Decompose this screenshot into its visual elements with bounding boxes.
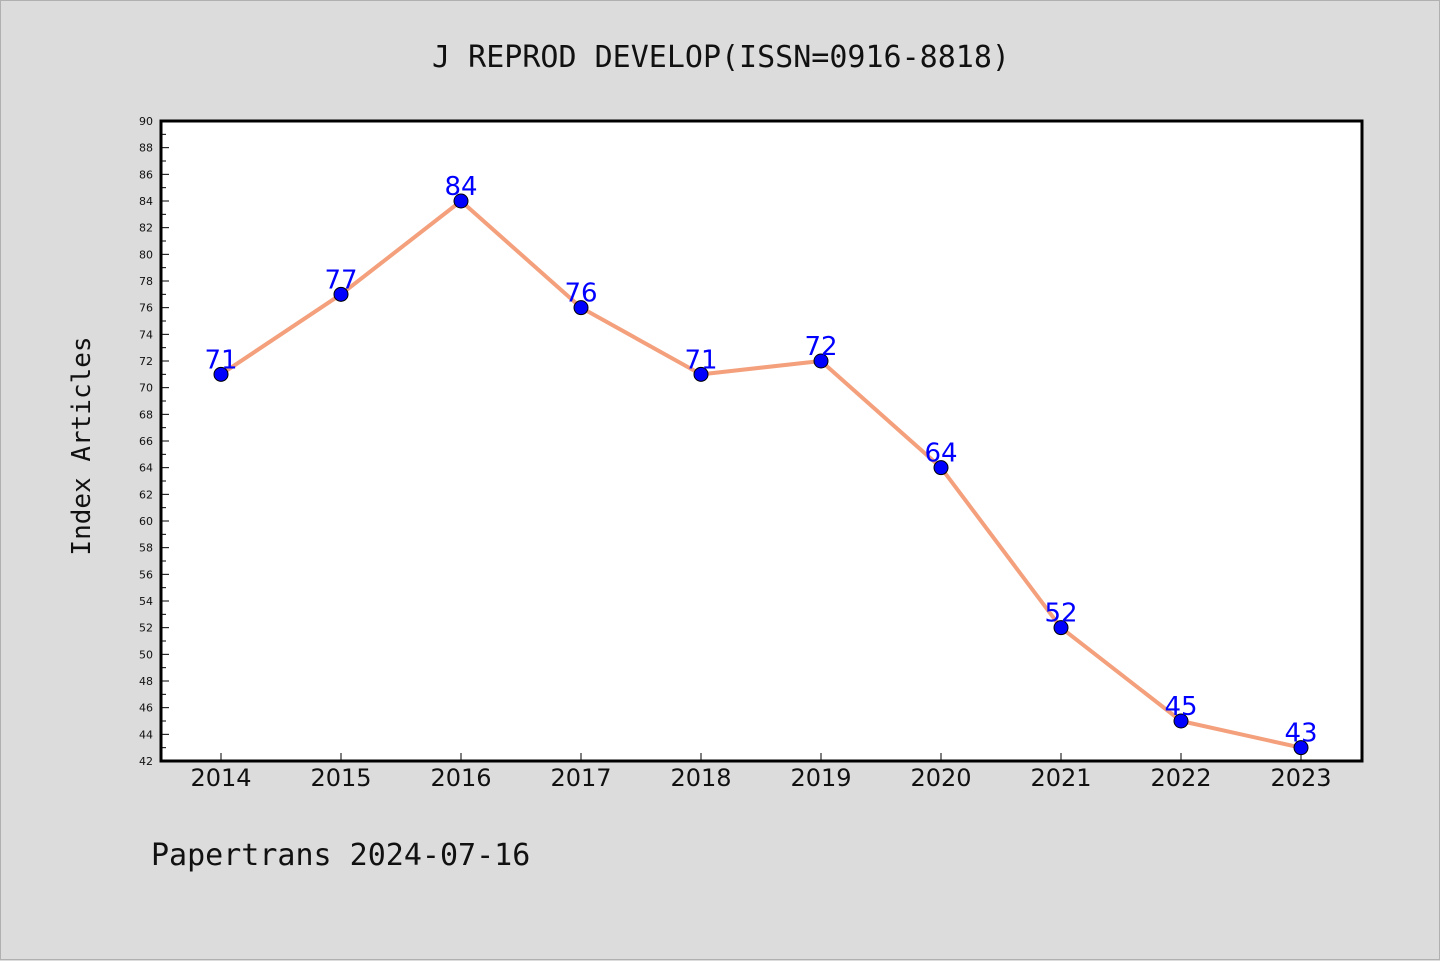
data-points bbox=[213, 193, 1309, 756]
data-point bbox=[573, 300, 589, 316]
data-label: 84 bbox=[444, 172, 477, 202]
data-point bbox=[213, 366, 229, 382]
x-tick-label: 2018 bbox=[670, 764, 731, 792]
data-label: 76 bbox=[564, 279, 597, 309]
y-tick-label: 42 bbox=[139, 755, 153, 768]
footer-date-stamp: Papertrans 2024-07-16 bbox=[151, 838, 530, 873]
y-tick-label: 86 bbox=[139, 168, 153, 181]
y-tick-label: 74 bbox=[139, 328, 153, 341]
x-axis-ticks: 2014 2015 2016 2017 2018 2019 2020 2021 2022 2023 bbox=[190, 753, 1332, 792]
series-line bbox=[219, 199, 1302, 750]
chart-title: J REPROD DEVELOP(ISSN=0916-8818) bbox=[432, 40, 1010, 75]
plot-area bbox=[161, 121, 1362, 761]
data-label: 52 bbox=[1044, 599, 1077, 629]
x-tick-label: 2017 bbox=[550, 764, 611, 792]
y-tick-label: 70 bbox=[139, 382, 153, 395]
y-tick-label: 88 bbox=[139, 142, 153, 155]
x-tick-label: 2020 bbox=[910, 764, 971, 792]
y-tick-label: 66 bbox=[139, 435, 153, 448]
y-axis-label: Index Articles bbox=[67, 336, 97, 555]
data-label: 77 bbox=[324, 265, 357, 295]
y-tick-label: 46 bbox=[139, 702, 153, 715]
x-tick-label: 2015 bbox=[310, 764, 371, 792]
data-point bbox=[1293, 740, 1309, 756]
y-tick-label: 62 bbox=[139, 488, 153, 501]
y-tick-label: 64 bbox=[139, 462, 153, 475]
data-point bbox=[333, 286, 349, 302]
data-point bbox=[933, 460, 949, 476]
data-label: 71 bbox=[204, 345, 237, 375]
y-tick-label: 68 bbox=[139, 408, 153, 421]
x-tick-label: 2016 bbox=[430, 764, 491, 792]
y-tick-label: 56 bbox=[139, 568, 153, 581]
data-label: 45 bbox=[1164, 692, 1197, 722]
y-tick-label: 90 bbox=[139, 115, 153, 128]
y-tick-label: 44 bbox=[139, 728, 153, 741]
y-tick-label: 72 bbox=[139, 355, 153, 368]
y-tick-label: 54 bbox=[139, 595, 153, 608]
x-tick-label: 2014 bbox=[190, 764, 251, 792]
data-point bbox=[1053, 620, 1069, 636]
x-tick-label: 2022 bbox=[1150, 764, 1211, 792]
x-tick-label: 2019 bbox=[790, 764, 851, 792]
plot-frame bbox=[159, 119, 1364, 763]
data-point bbox=[813, 353, 829, 369]
data-label: 64 bbox=[924, 439, 957, 469]
data-labels: 71 77 84 76 71 72 64 52 45 43 bbox=[204, 172, 1317, 749]
y-tick-label: 58 bbox=[139, 542, 153, 555]
y-tick-label: 48 bbox=[139, 675, 153, 688]
y-tick-label: 82 bbox=[139, 222, 153, 235]
data-point bbox=[693, 366, 709, 382]
x-tick-label: 2021 bbox=[1030, 764, 1091, 792]
data-point bbox=[1173, 713, 1189, 729]
data-label: 71 bbox=[684, 345, 717, 375]
y-tick-label: 52 bbox=[139, 622, 153, 635]
y-tick-label: 60 bbox=[139, 515, 153, 528]
data-label: 72 bbox=[804, 332, 837, 362]
y-tick-label: 50 bbox=[139, 648, 153, 661]
data-point bbox=[453, 193, 469, 209]
y-tick-label: 76 bbox=[139, 302, 153, 315]
y-tick-label: 80 bbox=[139, 248, 153, 261]
y-tick-label: 84 bbox=[139, 195, 153, 208]
y-axis-ticks: 42 44 46 48 50 52 54 56 58 60 62 64 66 68 70 72 74 76 78 80… bbox=[139, 115, 169, 768]
data-label: 43 bbox=[1284, 719, 1317, 749]
y-tick-label: 78 bbox=[139, 275, 153, 288]
x-tick-label: 2023 bbox=[1270, 764, 1331, 792]
